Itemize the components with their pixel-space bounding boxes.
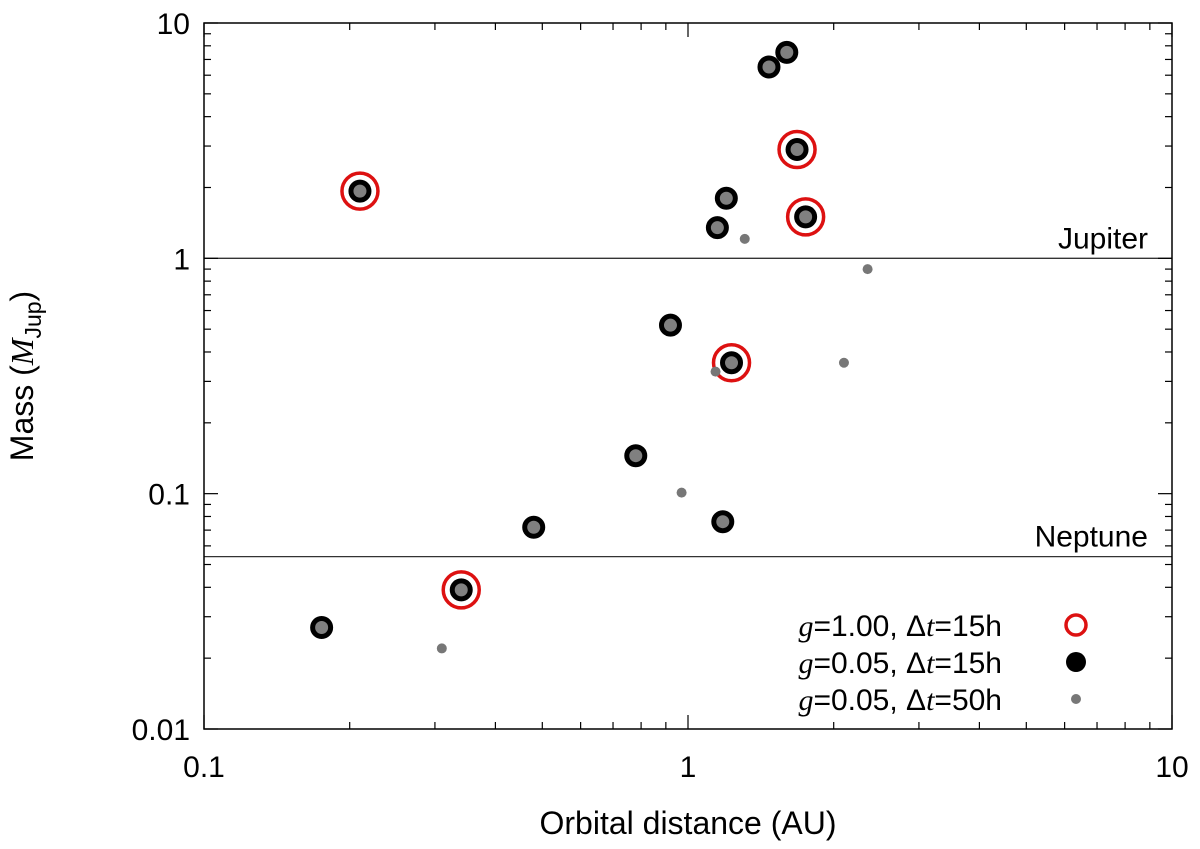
y-axis-label: Mass (MJup) — [4, 291, 46, 461]
data-points — [310, 40, 873, 654]
series-3-small-dot — [436, 233, 873, 654]
data-point — [711, 343, 752, 383]
y-tick-label: 0.1 — [148, 479, 190, 512]
legend-dvar: t — [926, 610, 935, 643]
data-point — [775, 40, 799, 64]
axis-ticks — [203, 22, 1173, 730]
legend-var: g — [798, 647, 813, 680]
y-tick-label: 1 — [173, 243, 190, 276]
reference-lines: Jupiter Neptune — [204, 222, 1172, 558]
data-point — [711, 510, 735, 534]
legend-var: g — [798, 610, 813, 643]
data-point — [676, 487, 687, 498]
legend-dvar: t — [926, 647, 935, 680]
legend-entry-label: g=0.05, Δt=15h — [798, 647, 1002, 680]
y-axis-label-subscript: Jup — [20, 301, 46, 338]
reference-line-label: Neptune — [1035, 521, 1148, 554]
data-point — [449, 578, 473, 602]
y-axis-label-prefix: Mass ( — [4, 365, 40, 461]
legend-marker — [1066, 652, 1086, 672]
legend-entry-label: g=0.05, Δt=50h — [798, 684, 1002, 717]
data-point — [714, 186, 738, 210]
legend-entry-label: g=1.00, Δt=15h — [798, 610, 1002, 643]
y-tick-label: 10 — [157, 8, 190, 41]
data-point — [777, 129, 817, 170]
data-point — [838, 357, 849, 368]
data-point — [710, 366, 721, 377]
x-tick-label: 0.1 — [183, 751, 225, 784]
data-point — [794, 205, 818, 229]
legend-dval: =50h — [934, 684, 1002, 717]
data-point — [658, 313, 682, 337]
data-point — [757, 55, 781, 79]
y-axis-label-symbol: M — [4, 336, 40, 366]
y-axis-label-suffix: ) — [4, 291, 40, 302]
data-point — [739, 233, 750, 244]
legend-marker — [1071, 694, 1081, 704]
data-point — [785, 197, 826, 237]
plot-frame — [203, 22, 1173, 730]
data-point — [720, 351, 744, 375]
legend-dvar: t — [926, 684, 935, 717]
data-point — [705, 216, 729, 240]
series-2-filled-circle — [310, 40, 818, 639]
legend-value: =0.05, Δ — [813, 647, 926, 680]
x-tick-label: 1 — [680, 751, 697, 784]
x-tick-label: 10 — [1155, 751, 1188, 784]
data-point — [340, 171, 380, 211]
data-point — [862, 264, 873, 275]
axis-tick-labels: 0.1 1 10 0.01 0.1 1 10 — [132, 8, 1189, 784]
data-point — [522, 515, 546, 539]
y-tick-label: 0.01 — [132, 714, 190, 747]
legend-marker — [1064, 613, 1088, 637]
data-point — [624, 444, 648, 468]
data-point — [348, 179, 372, 203]
reference-line-label: Jupiter — [1058, 222, 1148, 255]
data-point — [310, 615, 334, 639]
series-1-open-circle — [340, 129, 826, 610]
legend-value: =0.05, Δ — [813, 684, 926, 717]
data-point — [436, 643, 447, 654]
data-point — [785, 138, 809, 162]
legend-var: g — [798, 684, 813, 717]
data-point — [441, 570, 481, 610]
x-axis-label: Orbital distance (AU) — [540, 805, 837, 841]
legend-dval: =15h — [934, 647, 1002, 680]
legend-value: =1.00, Δ — [813, 610, 926, 643]
legend-dval: =15h — [934, 610, 1002, 643]
